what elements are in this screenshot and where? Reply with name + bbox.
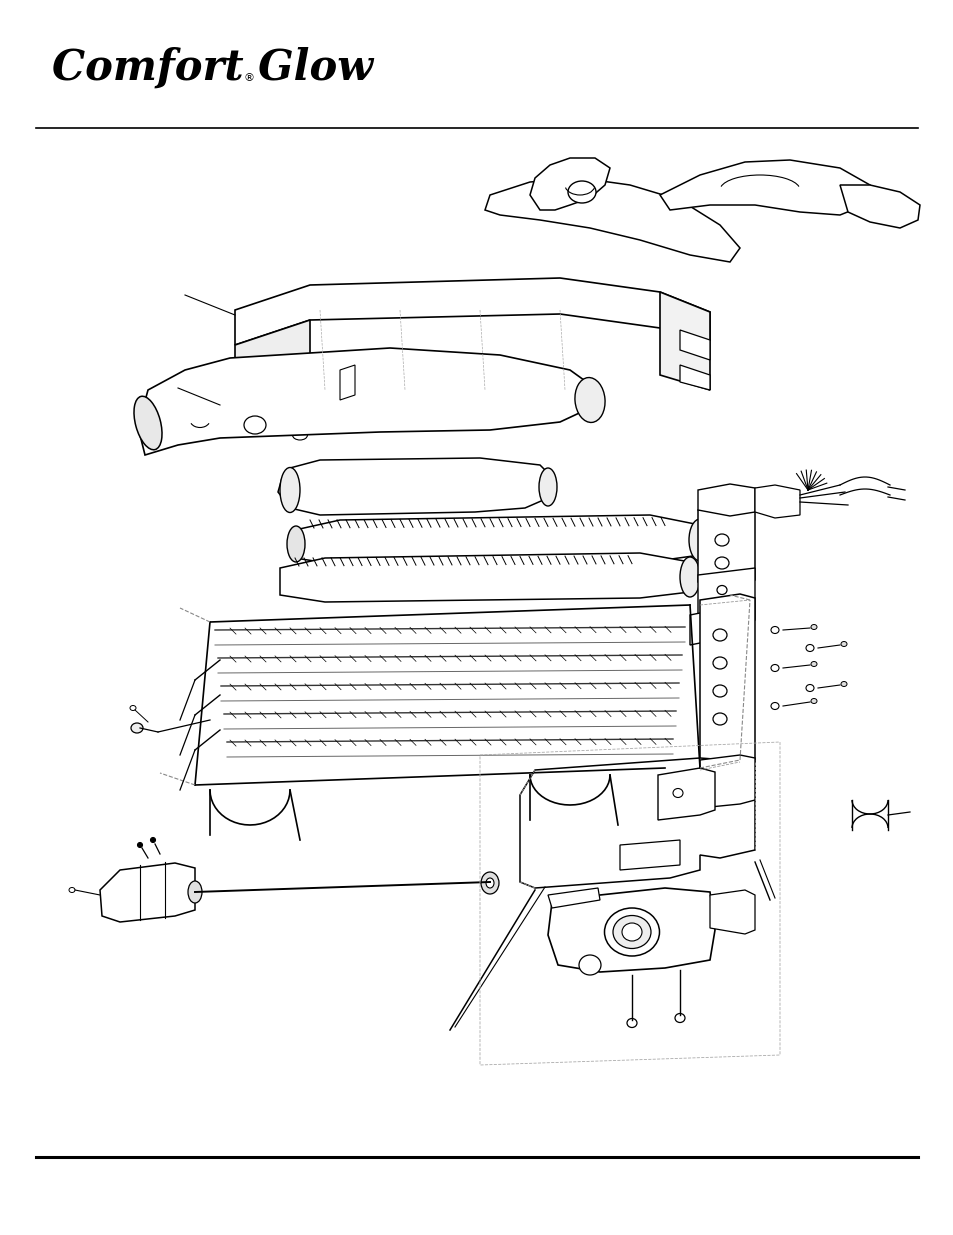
Ellipse shape: [805, 684, 813, 692]
Polygon shape: [140, 348, 595, 454]
Polygon shape: [547, 888, 714, 972]
Polygon shape: [679, 330, 709, 359]
Ellipse shape: [621, 923, 641, 941]
Ellipse shape: [714, 534, 728, 546]
Ellipse shape: [567, 182, 596, 203]
Ellipse shape: [841, 682, 846, 687]
Ellipse shape: [805, 645, 813, 652]
Polygon shape: [679, 366, 709, 390]
Ellipse shape: [688, 519, 710, 561]
Ellipse shape: [717, 604, 726, 613]
Polygon shape: [659, 291, 709, 390]
Polygon shape: [700, 594, 754, 769]
Text: ®: ®: [243, 73, 254, 83]
Ellipse shape: [188, 881, 202, 903]
Ellipse shape: [770, 664, 779, 672]
Polygon shape: [100, 863, 194, 923]
Ellipse shape: [130, 705, 136, 710]
Polygon shape: [234, 278, 709, 345]
Ellipse shape: [133, 396, 162, 450]
Ellipse shape: [714, 557, 728, 569]
Polygon shape: [658, 768, 714, 820]
Ellipse shape: [578, 955, 600, 974]
Polygon shape: [547, 888, 599, 908]
Ellipse shape: [712, 713, 726, 725]
Ellipse shape: [244, 416, 266, 433]
Ellipse shape: [675, 1014, 684, 1023]
Polygon shape: [698, 484, 754, 516]
Ellipse shape: [480, 872, 498, 894]
Ellipse shape: [604, 908, 659, 956]
Polygon shape: [698, 568, 754, 629]
Polygon shape: [519, 758, 754, 888]
Ellipse shape: [626, 1019, 637, 1028]
Polygon shape: [754, 485, 800, 517]
Ellipse shape: [810, 625, 816, 630]
Polygon shape: [700, 755, 754, 808]
Ellipse shape: [841, 641, 846, 646]
Ellipse shape: [131, 722, 143, 734]
Text: Comfort Glow: Comfort Glow: [52, 47, 374, 89]
Polygon shape: [530, 158, 609, 210]
Polygon shape: [484, 178, 740, 262]
Polygon shape: [698, 504, 754, 588]
Ellipse shape: [770, 703, 779, 709]
Ellipse shape: [810, 662, 816, 667]
Polygon shape: [689, 610, 714, 645]
Polygon shape: [277, 458, 555, 515]
Ellipse shape: [810, 699, 816, 704]
Polygon shape: [840, 185, 919, 228]
Polygon shape: [294, 515, 700, 564]
Ellipse shape: [151, 837, 155, 842]
Ellipse shape: [717, 585, 726, 594]
Polygon shape: [280, 553, 689, 601]
Ellipse shape: [712, 629, 726, 641]
Polygon shape: [709, 890, 754, 934]
Polygon shape: [339, 366, 355, 400]
Ellipse shape: [679, 557, 700, 597]
Ellipse shape: [69, 888, 75, 893]
Ellipse shape: [770, 626, 779, 634]
Ellipse shape: [672, 788, 682, 798]
Polygon shape: [619, 840, 679, 869]
Ellipse shape: [613, 915, 650, 948]
Ellipse shape: [287, 526, 305, 562]
Ellipse shape: [712, 685, 726, 697]
Polygon shape: [234, 320, 310, 420]
Ellipse shape: [712, 657, 726, 669]
Ellipse shape: [485, 878, 494, 888]
Ellipse shape: [137, 842, 142, 847]
Ellipse shape: [575, 378, 604, 422]
Ellipse shape: [538, 468, 557, 506]
Ellipse shape: [280, 468, 299, 513]
Polygon shape: [659, 161, 869, 215]
